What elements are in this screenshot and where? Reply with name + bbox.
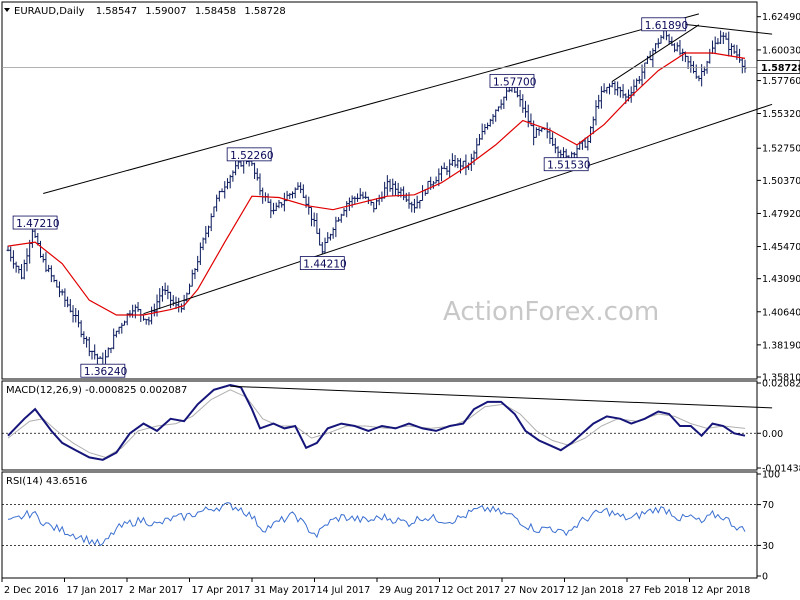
- y-tick-label: 1.45470: [762, 242, 800, 253]
- x-tick-label: 12 Oct 2017: [442, 585, 501, 596]
- y-tick-label: 1.60030: [762, 45, 800, 56]
- x-tick-label: 14 Jul 2017: [317, 585, 371, 596]
- header-close: 1.58728: [244, 6, 285, 17]
- trendlines: [2, 13, 773, 315]
- y-tick-label: 1.50370: [762, 176, 800, 187]
- rsi-label: RSI(14) 43.6516: [6, 476, 87, 487]
- price-label-box: [641, 17, 687, 32]
- header-symbol: EURAUD,Daily: [14, 6, 85, 17]
- price-label: 1.57700: [493, 76, 536, 88]
- price-label: 1.52260: [230, 150, 273, 162]
- x-tick-label: 17 Apr 2017: [192, 585, 251, 596]
- price-label-box: [489, 73, 535, 88]
- price-label-box: [543, 157, 589, 172]
- x-tick-label: 12 Jan 2018: [567, 585, 624, 596]
- y-tick-label: 30: [762, 541, 774, 552]
- y-tick-label: 100: [762, 470, 780, 481]
- price-label: 1.61890: [645, 20, 688, 32]
- y-tick-label: 1.47920: [762, 209, 800, 220]
- moving-average: [7, 52, 746, 316]
- price-annotations: 1.47210 1.36240 1.52260 1.44210 1.57700 1.515…: [12, 17, 688, 378]
- y-tick-label: 1.43090: [762, 274, 800, 285]
- svg-text:EURAUD,Daily 1.58547 1: EURAUD,Daily 1.58547 1.59007 1.58458 1.5…: [14, 6, 286, 17]
- rsi-panel-frame: [1, 471, 758, 579]
- ma-line: [7, 52, 746, 316]
- macd-trendline: [230, 385, 773, 409]
- x-tick-label: 27 Feb 2018: [629, 585, 688, 596]
- macd-panel-frame: [1, 380, 758, 471]
- price-label: 1.44210: [303, 259, 346, 271]
- header-open: 1.58547: [96, 6, 137, 17]
- macd-label: MACD(12,26,9) -0.000825 0.002087: [6, 385, 187, 396]
- header-low: 1.58458: [195, 6, 236, 17]
- price-panel-frame: [1, 1, 758, 380]
- price-label-box: [12, 215, 58, 230]
- x-axis: 2 Dec 2016 17 Jan 2017 2 Mar 2017 17 Apr 20…: [1, 578, 751, 596]
- macd-line: [7, 383, 746, 461]
- y-tick-label: 1.55320: [762, 109, 800, 120]
- y-axis: 1.62490 1.60030 1.57760 1.55320 1.52750 1.503…: [756, 12, 800, 583]
- x-tick-label: 2 Mar 2017: [129, 585, 183, 596]
- watermark: ActionForex.com: [443, 297, 659, 327]
- x-tick-label: 27 Nov 2017: [504, 585, 565, 596]
- y-tick-label: 1.35810: [762, 373, 800, 384]
- y-tick-label: 0: [762, 572, 768, 583]
- y-tick-label: 1.57760: [762, 76, 800, 87]
- y-tick-label: 1.62490: [762, 12, 800, 23]
- rsi-line: [7, 502, 746, 547]
- y-tick-label: 1.38190: [762, 340, 800, 351]
- price-label: 1.36240: [84, 366, 127, 378]
- last-price-tag: [756, 60, 800, 74]
- x-tick-label: 12 Apr 2018: [692, 585, 751, 596]
- y-tick-label: 0.00: [762, 429, 783, 440]
- y-tick-label: 1.52750: [762, 144, 800, 155]
- price-label-box: [80, 363, 126, 378]
- x-tick-label: 2 Dec 2016: [4, 585, 59, 596]
- trendline: [143, 103, 773, 315]
- price-series: [6, 25, 747, 374]
- collapse-triangle-icon: [4, 8, 10, 12]
- price-label-box: [226, 147, 272, 162]
- macd-series: [2, 383, 773, 461]
- trendline: [43, 13, 700, 194]
- price-label: 1.47210: [16, 218, 59, 230]
- price-label-box: [299, 256, 345, 270]
- y-tick-label: 0.020827: [762, 379, 800, 390]
- rsi-series: [2, 502, 757, 547]
- header-high: 1.59007: [145, 6, 186, 17]
- price-label: 1.51530: [547, 160, 590, 172]
- y-tick-label: 1.40640: [762, 307, 800, 318]
- y-tick-label: -0.014386: [762, 464, 800, 475]
- x-tick-label: 17 Jan 2017: [67, 585, 124, 596]
- x-tick-label: 29 Aug 2017: [379, 585, 440, 596]
- trendline: [611, 24, 700, 82]
- last-price-label: 1.58728: [761, 63, 800, 74]
- x-tick-label: 31 May 2017: [254, 585, 316, 596]
- y-tick-label: 70: [762, 500, 774, 511]
- price-bar: [743, 59, 747, 73]
